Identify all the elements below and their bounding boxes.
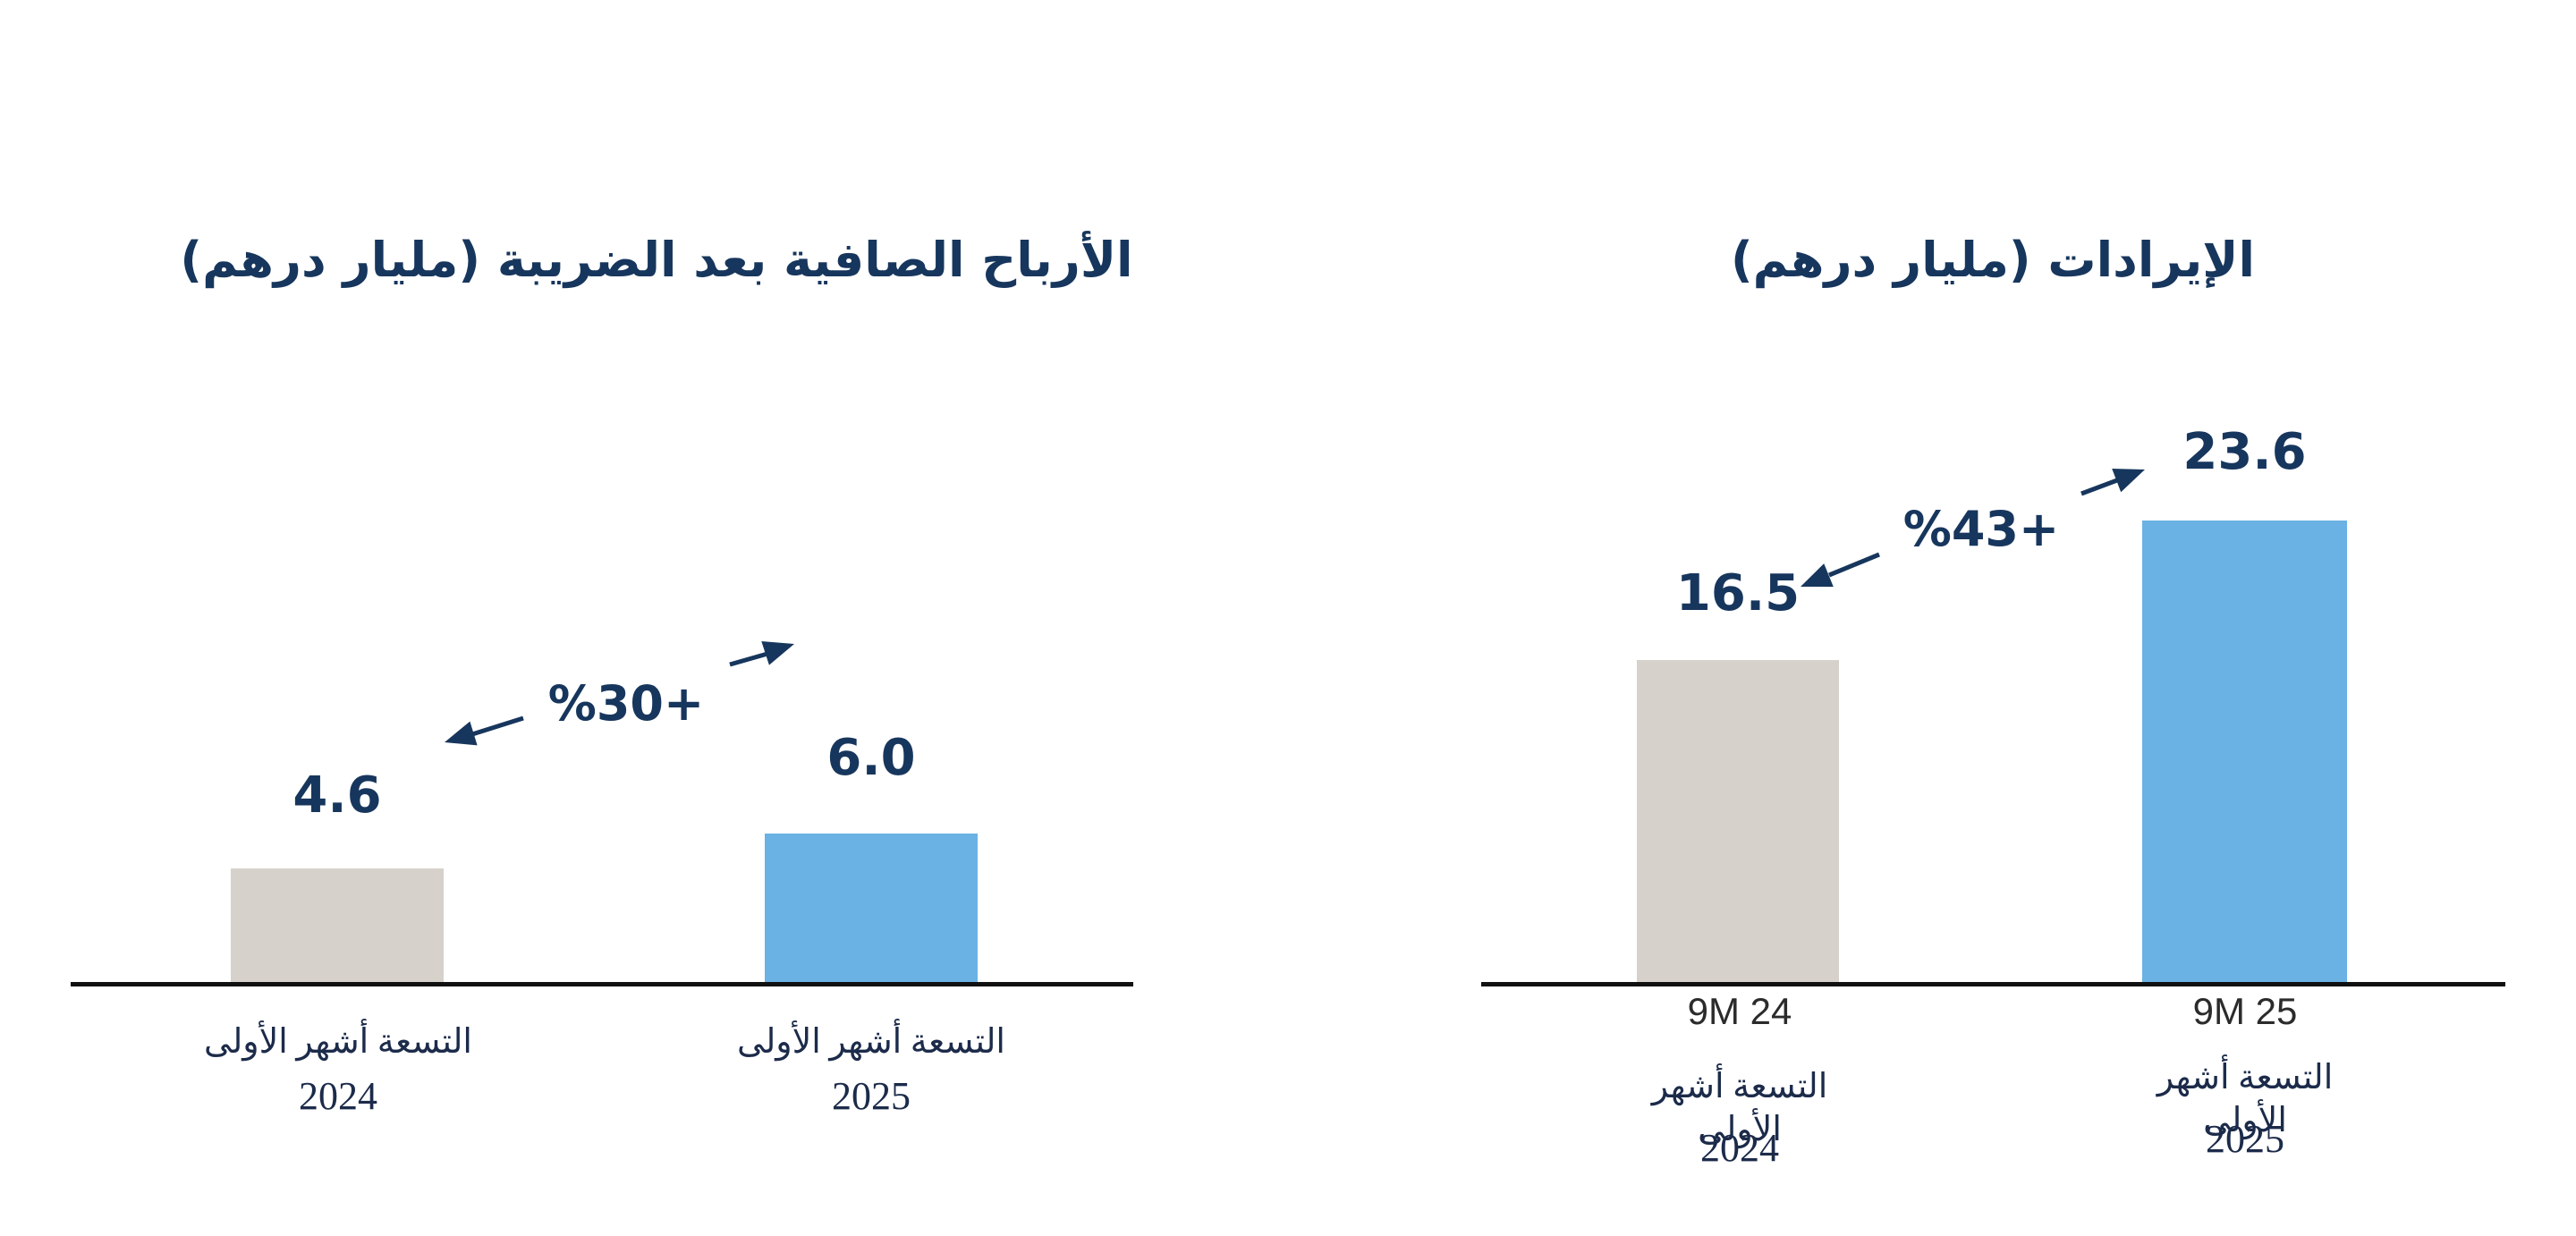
revenue-bar-9m24	[1637, 660, 1839, 984]
revenue-value-9m25: 23.6	[2182, 423, 2307, 481]
revenue-chart-title: الإيرادات (مليار درهم)	[1730, 231, 2255, 288]
net-profit-growth-label: %30+	[547, 675, 705, 732]
net-profit-x-axis	[71, 982, 1133, 986]
revenue-xlabel-2024: التسعة أشهر الأولى	[1651, 1068, 1828, 1148]
revenue-growth-label: %43+	[1902, 501, 2060, 557]
growth-arrow-down-left-icon	[1801, 552, 1880, 588]
revenue-tick-9m24: 9M 24	[1687, 990, 1792, 1032]
net-profit-value-2025: 6.0	[826, 729, 916, 787]
net-profit-xlabel-2025: التسعة أشهر الأولى	[737, 1023, 1005, 1061]
net-profit-year-2025: 2025	[832, 1074, 911, 1118]
revenue-year-2025: 2025	[2206, 1117, 2284, 1161]
revenue-bar-9m25	[2142, 521, 2347, 984]
net-profit-bar-2024	[231, 868, 444, 984]
growth-arrow-down-left-icon	[445, 715, 524, 746]
revenue-value-9m24: 16.5	[1675, 564, 1801, 622]
net-profit-chart-title: الأرباح الصافية بعد الضريبة (مليار درهم)	[180, 231, 1133, 288]
revenue-xlabel-2025: التسعة أشهر الأولى	[2157, 1059, 2334, 1139]
growth-arrow-up-right-icon	[729, 641, 794, 667]
revenue-year-2024: 2024	[1700, 1126, 1779, 1170]
net-profit-bar-2025	[765, 834, 978, 984]
net-profit-year-2024: 2024	[299, 1074, 377, 1118]
revenue-x-axis	[1481, 982, 2505, 986]
net-profit-value-2024: 4.6	[292, 766, 382, 825]
revenue-tick-9m25: 9M 25	[2192, 990, 2298, 1032]
growth-arrow-up-right-icon	[2080, 469, 2145, 496]
net-profit-xlabel-2024: التسعة أشهر الأولى	[204, 1023, 472, 1061]
